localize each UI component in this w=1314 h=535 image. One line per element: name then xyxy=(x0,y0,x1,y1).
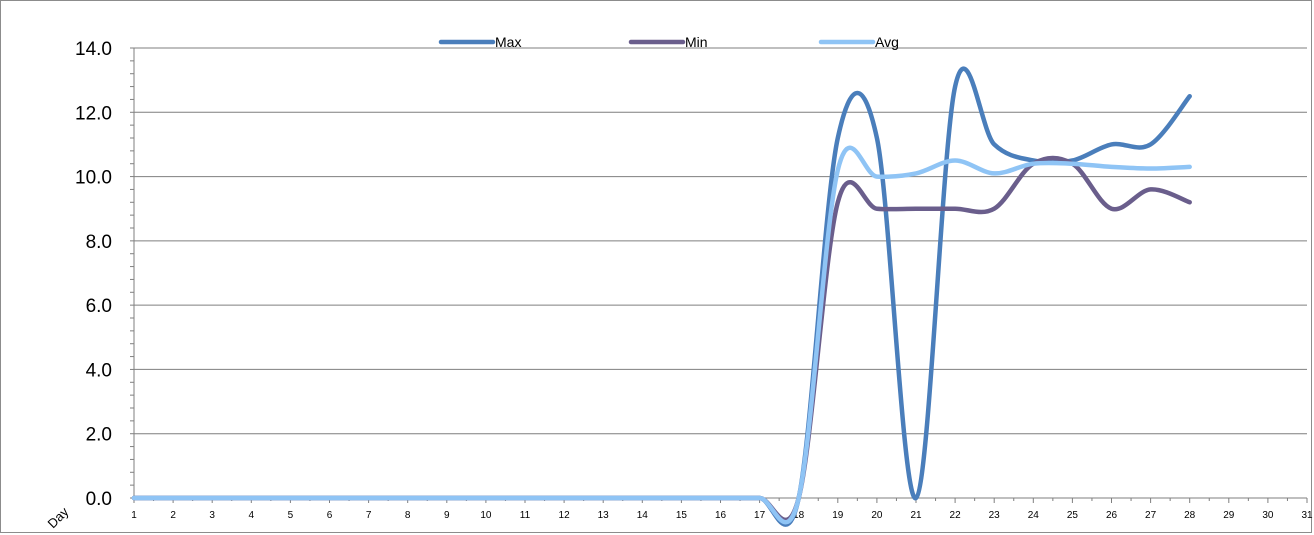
x-tick-label: 24 xyxy=(1028,510,1040,521)
x-tick-label: 25 xyxy=(1067,510,1079,521)
x-tick-label: 28 xyxy=(1184,510,1196,521)
series-line-max xyxy=(131,66,1192,527)
y-tick-label: 2.0 xyxy=(86,425,112,446)
x-tick-label: 21 xyxy=(910,510,922,521)
x-tick-label: 10 xyxy=(480,510,492,521)
y-tick-label: 12.0 xyxy=(75,103,112,124)
x-axis-label: Day xyxy=(45,504,72,531)
legend-label-min: Min xyxy=(685,34,708,50)
x-tick-label: 18 xyxy=(793,510,805,521)
x-tick-label: 17 xyxy=(754,510,766,521)
x-tick-label: 31 xyxy=(1301,510,1313,521)
gridlines xyxy=(134,47,1307,435)
x-tick-label: 1 xyxy=(131,510,137,521)
x-tick-label: 4 xyxy=(249,510,255,521)
tick-labels: 0.02.04.06.08.010.012.014.01 2 3 4 5 6 7 8 9 10 11… xyxy=(75,39,1313,521)
y-tick-label: 4.0 xyxy=(86,360,112,381)
x-tick-label: 6 xyxy=(327,510,333,521)
x-tick-label: 22 xyxy=(950,510,962,521)
legend-label-avg: Avg xyxy=(875,34,899,50)
legend-label-max: Max xyxy=(495,34,521,50)
x-tick-label: 5 xyxy=(288,510,294,521)
x-tick-label: 15 xyxy=(676,510,688,521)
x-tick-label: 13 xyxy=(598,510,610,521)
y-tick-label: 8.0 xyxy=(86,232,112,253)
x-tick-label: 20 xyxy=(871,510,883,521)
x-tick-label: 7 xyxy=(366,510,372,521)
y-tick-label: 0.0 xyxy=(86,489,112,510)
y-tick-label: 10.0 xyxy=(75,168,112,189)
x-tick-label: 12 xyxy=(559,510,571,521)
x-tick-label: 29 xyxy=(1223,510,1235,521)
x-tick-label: 23 xyxy=(989,510,1001,521)
x-tick-label: 19 xyxy=(832,510,844,521)
x-tick-label: 9 xyxy=(444,510,450,521)
y-tick-label: 6.0 xyxy=(86,296,112,317)
axes xyxy=(130,47,1308,503)
x-tick-label: 8 xyxy=(405,510,411,521)
x-tick-label: 14 xyxy=(637,510,649,521)
series-line-min xyxy=(131,155,1192,523)
x-tick-label: 30 xyxy=(1262,510,1274,521)
y-tick-label: 14.0 xyxy=(75,39,112,60)
x-tick-label: 3 xyxy=(209,510,215,521)
series-line-avg xyxy=(131,145,1192,525)
x-tick-label: 16 xyxy=(715,510,727,521)
x-tick-label: 2 xyxy=(170,510,176,521)
x-tick-label: 26 xyxy=(1106,510,1118,521)
x-tick-label: 27 xyxy=(1145,510,1157,521)
x-tick-label: 11 xyxy=(520,510,531,521)
legend: Max Min Avg xyxy=(438,34,899,50)
series-lines xyxy=(131,66,1192,527)
